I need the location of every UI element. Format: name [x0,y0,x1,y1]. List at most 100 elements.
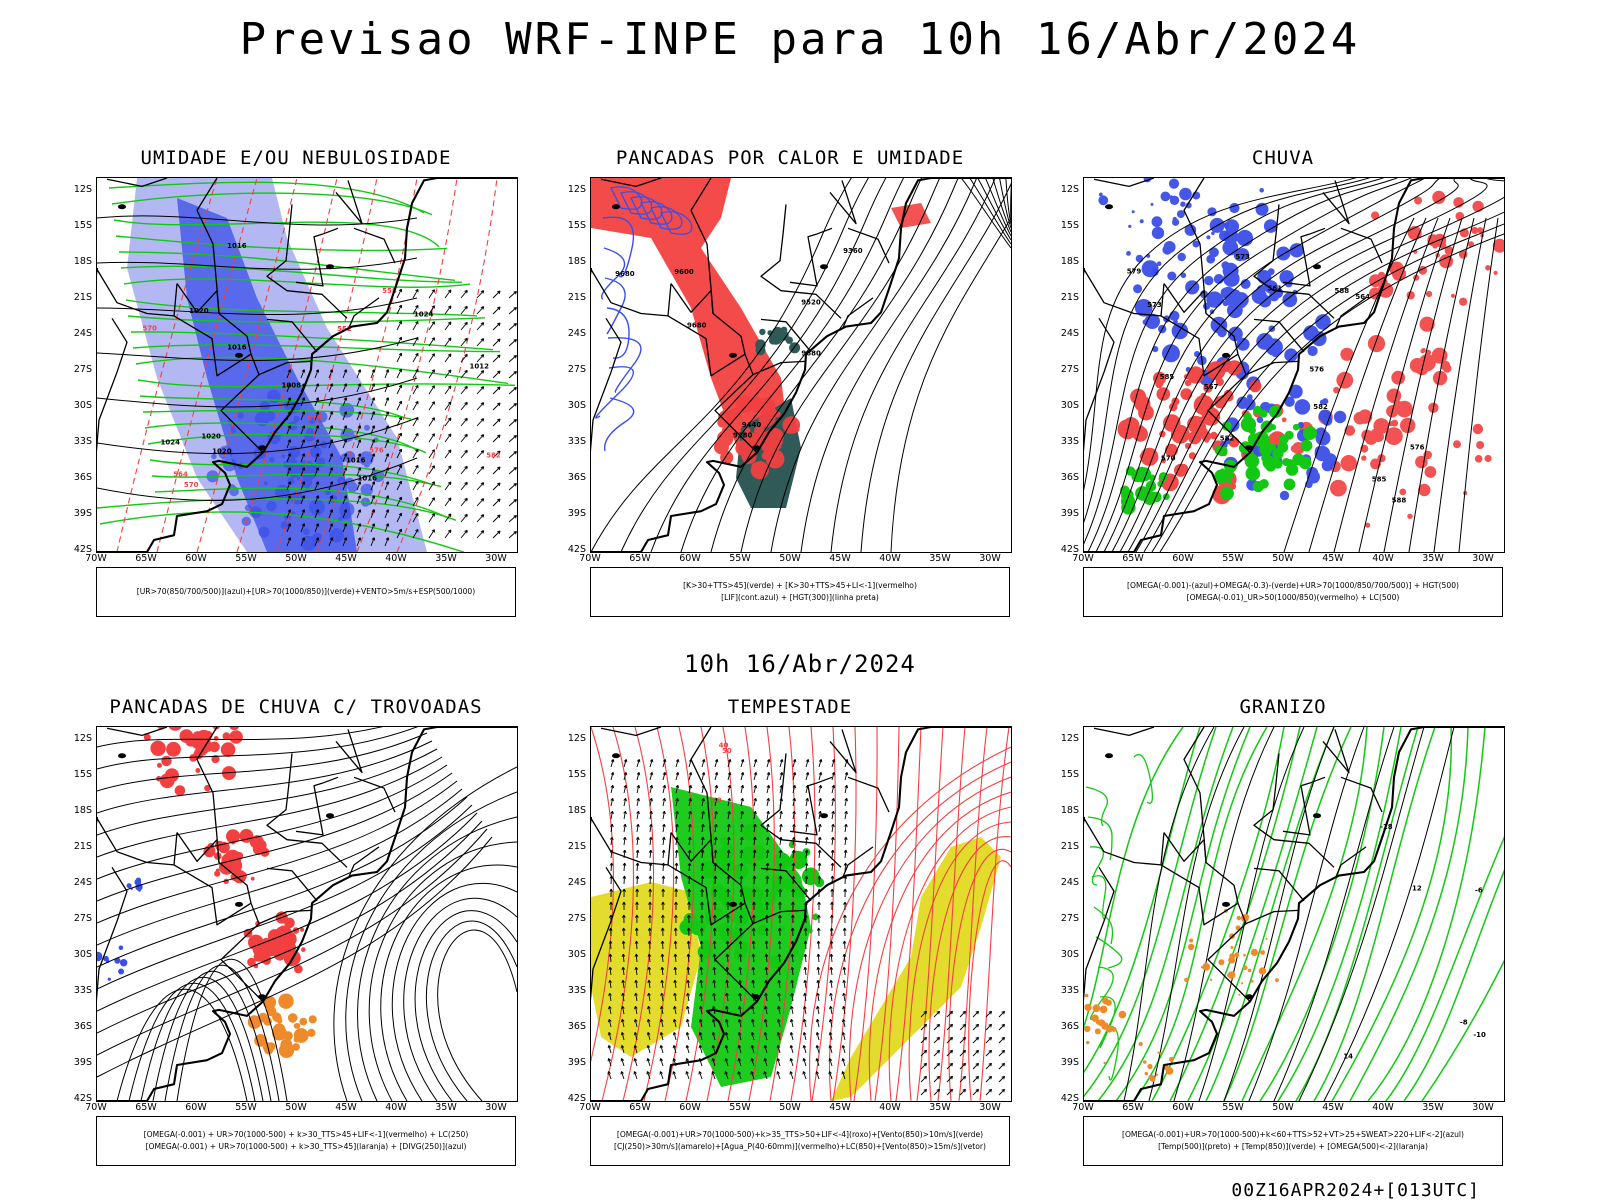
lat-tick-label: 30S [567,400,586,412]
lon-tick-label: 45W [829,553,851,564]
contour-label: 1016 [346,457,366,465]
lat-tick-label: 24S [73,328,92,340]
lat-tick-label: 27S [73,364,92,376]
legend-line: [OMEGA(-0.001) + UR>70(1000-500) + k>30_… [143,1130,469,1139]
lon-tick-label: 35W [929,1102,951,1113]
lat-tick-label: 15S [1060,769,1079,781]
contour-label: 552 [337,325,352,333]
panel-title-granizo: GRANIZO [1239,696,1327,718]
legend-line: [OMEGA(-0.001)+UR>70(1000-500)+k<60+TTS>… [1121,1130,1464,1139]
lat-tick-label: 18S [1060,805,1079,817]
lat-tick-label: 36S [73,472,92,484]
lat-tick-label: 33S [567,985,586,997]
lon-tick-label: 55W [1222,553,1244,564]
contour-label: 564 [1355,293,1370,301]
lon-tick-label: 40W [1372,553,1394,564]
panel-title-chuva: CHUVA [1251,147,1315,169]
contour-label: 1008 [282,381,302,389]
lon-tick-label: 30W [1472,553,1494,564]
contour-label: 1020 [201,432,221,440]
panel-title-pancadas-calor: PANCADAS POR CALOR E UMIDADE [615,147,965,169]
contour-label: -10 [1473,1031,1486,1039]
lat-tick-label: 15S [1060,220,1079,232]
contour-label: 579 [1127,268,1142,276]
lat-tick-label: 30S [1060,400,1079,412]
contour-label: 558 [382,287,397,295]
lat-tick-label: 33S [73,436,92,448]
contour-label: 573 [1147,301,1162,309]
lat-tick-label: 42S [567,544,586,555]
lat-tick-label: 24S [567,328,586,340]
contour-label: 1016 [227,242,247,250]
lat-tick-label: 12S [567,184,586,196]
contour-label: 564 [173,471,188,479]
lon-tick-label: 30W [485,553,507,564]
lon-tick-label: 60W [679,1102,701,1113]
lon-tick-label: 55W [235,1102,257,1113]
contour-label: 576 [369,447,384,455]
lon-tick-label: 40W [1372,1102,1394,1113]
lon-tick-label: 35W [929,553,951,564]
contour-label: 9520 [801,298,821,306]
lon-tick-label: 35W [435,553,457,564]
lat-tick-label: 12S [1060,184,1079,196]
contour-label: 576 [1410,444,1425,452]
contour-label: 1020 [212,448,232,456]
map-trovoadas [96,726,518,1102]
contour-label: 573 [1235,253,1250,261]
valid-time-label: 10h 16/Abr/2024 [684,650,916,678]
contour-label: -6 [1475,887,1483,895]
legend-umidade: [UR>70(850/700/500)](azul)+[UR>70(1000/8… [96,567,516,617]
lat-tick-label: 24S [1060,877,1079,889]
lat-tick-label: 18S [567,805,586,817]
contour-label: 40 [719,742,729,750]
contour-label: 50 [712,797,722,805]
lat-tick-label: 18S [73,805,92,817]
contour-label: 582 [1313,403,1328,411]
lat-tick-label: 33S [1060,436,1079,448]
legend-line: [Temp(500)](preto) + [Temp(850)](verde) … [1158,1142,1428,1151]
lat-tick-label: 21S [567,292,586,304]
lat-tick-label: 21S [1060,292,1079,304]
lon-tick-label: 55W [729,1102,751,1113]
lat-tick-label: 33S [567,436,586,448]
contour-label: 576 [1309,365,1324,373]
contour-label: 9600 [674,268,694,276]
lon-tick-label: 60W [185,553,207,564]
lon-tick-label: 50W [285,553,307,564]
contour-label: 50 [722,747,732,755]
lat-tick-label: 15S [567,220,586,232]
legend-pancadas-calor: [K>30+TTS>45](verde) + [K>30+TTS>45+LI<-… [590,567,1010,617]
lon-tick-label: 70W [85,1102,107,1113]
lat-tick-label: 21S [73,292,92,304]
lon-tick-label: 65W [135,553,157,564]
lon-tick-label: 30W [979,1102,1001,1113]
legend-line: [UR>70(850/700/500)](azul)+[UR>70(1000/8… [136,587,476,596]
legend-granizo: [OMEGA(-0.001)+UR>70(1000-500)+k<60+TTS>… [1083,1116,1503,1166]
contour-label: 570 [1161,455,1176,463]
contour-label: 9680 [801,350,821,358]
contour-label: 9360 [843,247,863,255]
lat-tick-label: 42S [73,1093,92,1104]
lat-tick-label: 42S [567,1093,586,1104]
contour-label: 561 [1268,285,1283,293]
contour-label: 1012 [470,363,490,371]
legend-line: [K>30+TTS>45](verde) + [K>30+TTS>45+LI<-… [683,581,917,590]
lat-tick-label: 42S [1060,1093,1079,1104]
lon-tick-label: 55W [235,553,257,564]
contour-label: 1016 [227,343,247,351]
lon-tick-label: 50W [1272,553,1294,564]
lon-tick-label: 30W [485,1102,507,1113]
lat-tick-label: 30S [567,949,586,961]
lat-tick-label: 12S [567,733,586,745]
lat-tick-label: 39S [1060,1057,1079,1069]
lat-tick-label: 36S [73,1021,92,1033]
lon-tick-label: 45W [335,1102,357,1113]
legend-line: [OMEGA(-0.001)+UR>70(1000-500)+k>35_TTS>… [616,1130,984,1139]
lon-tick-label: 35W [1422,1102,1444,1113]
lat-tick-label: 18S [73,256,92,268]
lon-tick-label: 70W [1072,1102,1094,1113]
contour-label: 9680 [615,270,635,278]
contour-label: 1016 [358,474,378,482]
contour-label: 582 [1220,434,1235,442]
